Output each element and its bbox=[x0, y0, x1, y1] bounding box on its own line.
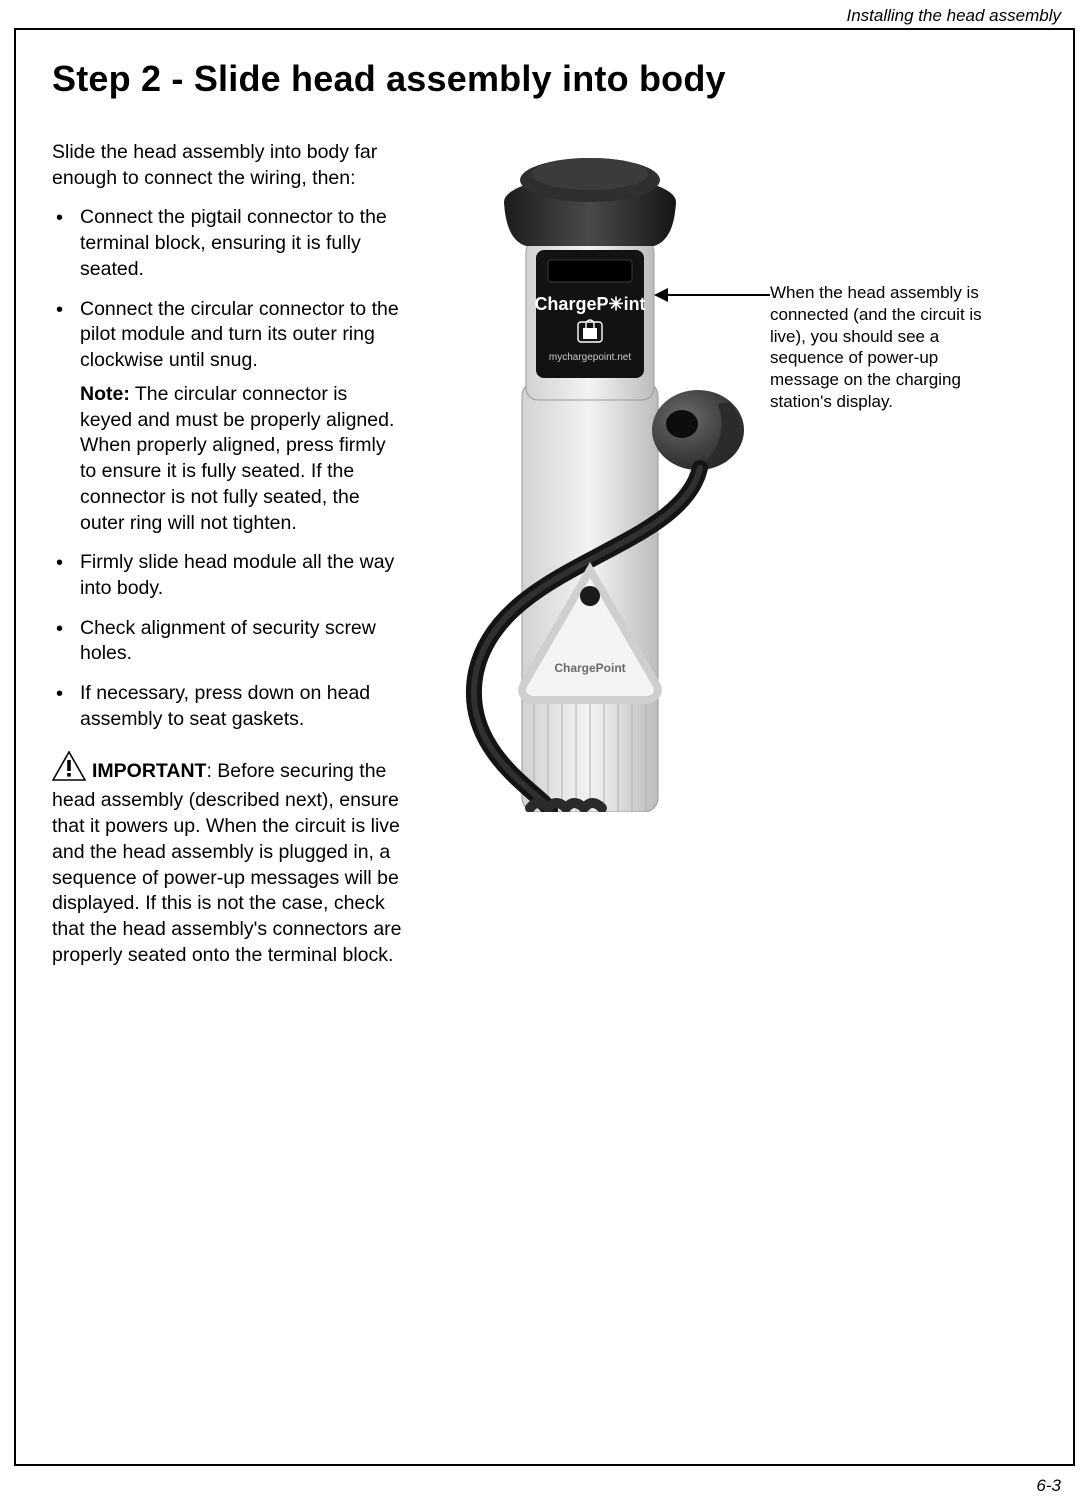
text-column: Slide the head assembly into body far en… bbox=[52, 140, 404, 969]
note-block: Note: The circular connector is keyed an… bbox=[80, 382, 404, 536]
list-item: Firmly slide head module all the way int… bbox=[52, 550, 404, 601]
note-label: Note: bbox=[80, 383, 130, 405]
page-title: Step 2 - Slide head assembly into body bbox=[52, 58, 1037, 100]
important-block: IMPORTANT: Before securing the head asse… bbox=[52, 751, 404, 969]
holster-brand: ChargePoint bbox=[554, 661, 625, 675]
warning-icon bbox=[52, 751, 86, 789]
page-number: 6-3 bbox=[1036, 1476, 1061, 1496]
callout-text: When the head assembly is connected (and… bbox=[770, 282, 1005, 413]
important-text: : Before securing the head assembly (des… bbox=[52, 760, 402, 966]
figure-column: ChargeP✳int mychargepoint.net bbox=[420, 140, 1037, 969]
list-item: If necessary, press down on head assembl… bbox=[52, 681, 404, 732]
brand-text: ChargeP✳int bbox=[534, 294, 645, 314]
list-item: Connect the pigtail connector to the ter… bbox=[52, 205, 404, 282]
callout-leader-line bbox=[662, 294, 770, 296]
important-label: IMPORTANT bbox=[92, 760, 206, 782]
list-item-text: Connect the circular connector to the pi… bbox=[80, 298, 399, 371]
running-header: Installing the head assembly bbox=[846, 6, 1061, 26]
intro-text: Slide the head assembly into body far en… bbox=[52, 140, 404, 191]
charging-station-illustration: ChargeP✳int mychargepoint.net bbox=[430, 132, 750, 812]
list-item: Connect the circular connector to the pi… bbox=[52, 297, 404, 537]
brand-url: mychargepoint.net bbox=[549, 352, 631, 363]
figure: ChargeP✳int mychargepoint.net bbox=[430, 132, 750, 812]
list-item-text: Check alignment of security screw holes. bbox=[80, 617, 376, 665]
list-item-text: If necessary, press down on head assembl… bbox=[80, 682, 370, 730]
page-frame: Step 2 - Slide head assembly into body S… bbox=[14, 28, 1075, 1466]
list-item-text: Connect the pigtail connector to the ter… bbox=[80, 206, 387, 279]
step-list: Connect the pigtail connector to the ter… bbox=[52, 205, 404, 732]
note-text: The circular connector is keyed and must… bbox=[80, 383, 394, 534]
content-columns: Slide the head assembly into body far en… bbox=[52, 140, 1037, 969]
list-item: Check alignment of security screw holes. bbox=[52, 616, 404, 667]
list-item-text: Firmly slide head module all the way int… bbox=[80, 551, 394, 599]
